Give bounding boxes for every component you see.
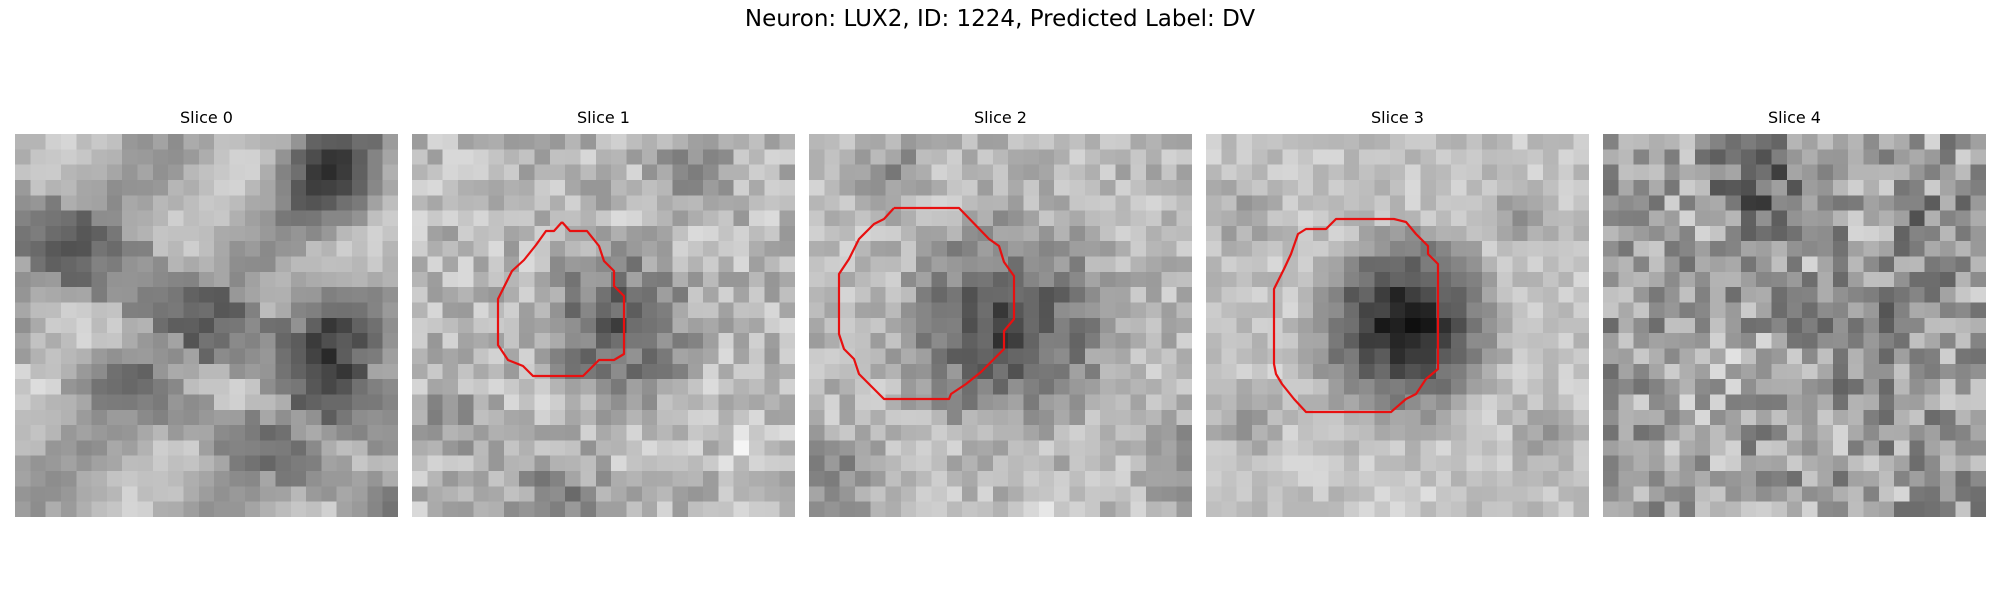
slice-image [15, 134, 398, 517]
slice-title: Slice 0 [180, 108, 233, 127]
slice-panel-1: Slice 1 [412, 108, 795, 520]
segmentation-contour [1272, 217, 1440, 414]
slice-panel-4: Slice 4 [1603, 108, 1986, 520]
segmentation-contour [496, 221, 626, 378]
segmentation-contour [837, 206, 1016, 401]
slice-panel-0: Slice 0 [15, 108, 398, 520]
slice-image [412, 134, 795, 517]
figure-title: Neuron: LUX2, ID: 1224, Predicted Label:… [744, 6, 1256, 32]
slice-title: Slice 3 [1371, 108, 1424, 127]
slice-title: Slice 2 [974, 108, 1027, 127]
slice-panel-3: Slice 3 [1206, 108, 1589, 520]
slice-title: Slice 1 [577, 108, 630, 127]
slice-panel-2: Slice 2 [809, 108, 1192, 520]
slice-image [1206, 134, 1589, 517]
slice-title: Slice 4 [1768, 108, 1821, 127]
slice-image [1603, 134, 1986, 517]
slice-image [809, 134, 1192, 517]
